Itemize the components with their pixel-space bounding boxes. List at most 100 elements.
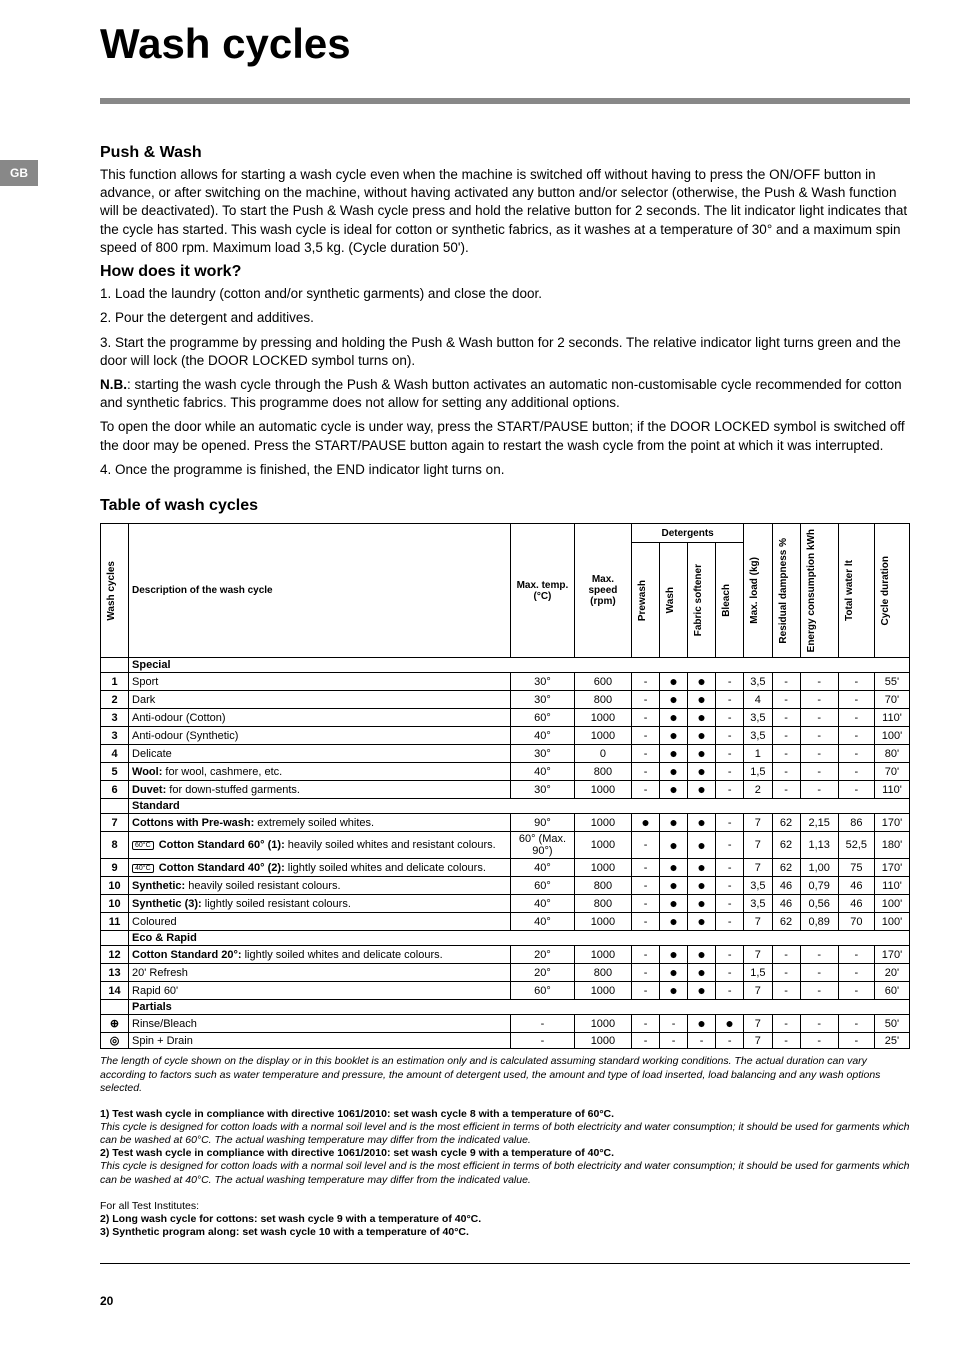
table-cell: ● [688, 745, 716, 763]
table-cell: - [800, 1033, 838, 1049]
table-cell: - [800, 763, 838, 781]
table-cell: ● [660, 946, 688, 964]
section-cell [101, 931, 129, 946]
table-cell: 170' [874, 946, 909, 964]
table-cell: 1000 [574, 1033, 631, 1049]
table-cell: 800 [574, 964, 631, 982]
table-cell: ● [660, 964, 688, 982]
table-cell: - [632, 964, 660, 982]
col-wash-cycles: Wash cycles [104, 557, 119, 625]
table-cell: - [800, 745, 838, 763]
table-cell: 62 [772, 913, 800, 931]
table-cell: - [716, 673, 744, 691]
table-cell-description: Cotton Standard 20°: lightly soiled whit… [129, 946, 511, 964]
table-title: Table of wash cycles [100, 497, 910, 515]
table-row: 860°C Cotton Standard 60° (1): heavily s… [101, 832, 910, 859]
table-cell: - [772, 727, 800, 745]
table-cell: - [772, 745, 800, 763]
table-cell: 55' [874, 673, 909, 691]
section-push-wash-body: This function allows for starting a wash… [100, 166, 910, 257]
table-cell: 7 [744, 1033, 772, 1049]
table-cell: 1000 [574, 946, 631, 964]
table-cell: 110' [874, 877, 909, 895]
table-cell: 1000 [574, 814, 631, 832]
col-energy: Energy consumption kWh [804, 525, 819, 656]
table-cell-description: Sport [129, 673, 511, 691]
table-cell: - [772, 691, 800, 709]
footnotes: The length of cycle shown on the display… [100, 1055, 910, 1239]
table-cell: 1000 [574, 1015, 631, 1033]
table-row: 3Anti-odour (Synthetic)40°1000-●●-3,5---… [101, 727, 910, 745]
table-cell: 2,15 [800, 814, 838, 832]
table-cell: - [838, 982, 874, 1000]
table-cell: - [716, 859, 744, 877]
table-row: ⊕Rinse/Bleach-1000--●●7---50' [101, 1015, 910, 1033]
table-cell: ● [688, 814, 716, 832]
table-cell-description: Duvet: for down-stuffed garments. [129, 781, 511, 799]
table-cell: - [838, 1015, 874, 1033]
table-cell: 3,5 [744, 673, 772, 691]
table-cell: 7 [744, 1015, 772, 1033]
table-cell: - [772, 1015, 800, 1033]
table-cell: 20° [511, 964, 575, 982]
table-cell: 70' [874, 763, 909, 781]
table-cell-description: Dark [129, 691, 511, 709]
table-cell-number: 3 [101, 727, 129, 745]
how-step-4: 4. Once the programme is finished, the E… [100, 461, 910, 479]
table-cell: 100' [874, 727, 909, 745]
table-cell: ● [688, 982, 716, 1000]
table-cell: 600 [574, 673, 631, 691]
table-cell: 70 [838, 913, 874, 931]
table-cell: 62 [772, 859, 800, 877]
section-cell [101, 1000, 129, 1015]
table-cell: - [632, 859, 660, 877]
table-cell: - [716, 982, 744, 1000]
table-cell: 800 [574, 763, 631, 781]
table-cell: ● [660, 673, 688, 691]
table-cell: 1,00 [800, 859, 838, 877]
table-cell: 1 [744, 745, 772, 763]
col-softener: Fabric softener [691, 560, 706, 640]
table-row: 3Anti-odour (Cotton)60°1000-●●-3,5---110… [101, 709, 910, 727]
table-cell: ● [660, 895, 688, 913]
table-cell: ● [660, 877, 688, 895]
table-cell: - [838, 1033, 874, 1049]
table-cell: - [632, 691, 660, 709]
table-cell-number: 9 [101, 859, 129, 877]
footnote-2-bold: 2) Test wash cycle in compliance with di… [100, 1147, 910, 1160]
table-cell: - [716, 727, 744, 745]
table-cell: 1,13 [800, 832, 838, 859]
table-cell-number: 10 [101, 895, 129, 913]
table-cell: - [632, 1015, 660, 1033]
table-cell-number: ⊕ [101, 1015, 129, 1033]
table-cell: ● [688, 877, 716, 895]
table-row: 940°C Cotton Standard 40° (2): lightly s… [101, 859, 910, 877]
table-cell: 170' [874, 859, 909, 877]
page-number: 20 [100, 1294, 910, 1308]
table-cell: 86 [838, 814, 874, 832]
table-cell: - [716, 964, 744, 982]
table-cell-description: 20' Refresh [129, 964, 511, 982]
table-cell: - [838, 673, 874, 691]
table-cell: 30° [511, 673, 575, 691]
col-max-load: Max. load (kg) [747, 553, 762, 628]
table-cell-description: Synthetic: heavily soiled resistant colo… [129, 877, 511, 895]
table-cell-number: 2 [101, 691, 129, 709]
table-cell: - [838, 691, 874, 709]
table-row: ◎Spin + Drain-1000----7---25' [101, 1033, 910, 1049]
table-cell: 800 [574, 877, 631, 895]
table-cell: - [716, 832, 744, 859]
table-cell-description: Synthetic (3): lightly soiled resistant … [129, 895, 511, 913]
how-step-1: 1. Load the laundry (cotton and/or synth… [100, 285, 910, 303]
section-label: Eco & Rapid [129, 931, 910, 946]
table-cell: 20' [874, 964, 909, 982]
how-step-3: 3. Start the programme by pressing and h… [100, 334, 910, 370]
table-cell: 0,89 [800, 913, 838, 931]
footnote-1-bold: 1) Test wash cycle in compliance with di… [100, 1108, 910, 1121]
table-cell: - [800, 673, 838, 691]
table-cell: 60' [874, 982, 909, 1000]
table-cell: - [800, 781, 838, 799]
table-cell-number: 5 [101, 763, 129, 781]
table-cell: - [838, 727, 874, 745]
table-cell: ● [660, 691, 688, 709]
